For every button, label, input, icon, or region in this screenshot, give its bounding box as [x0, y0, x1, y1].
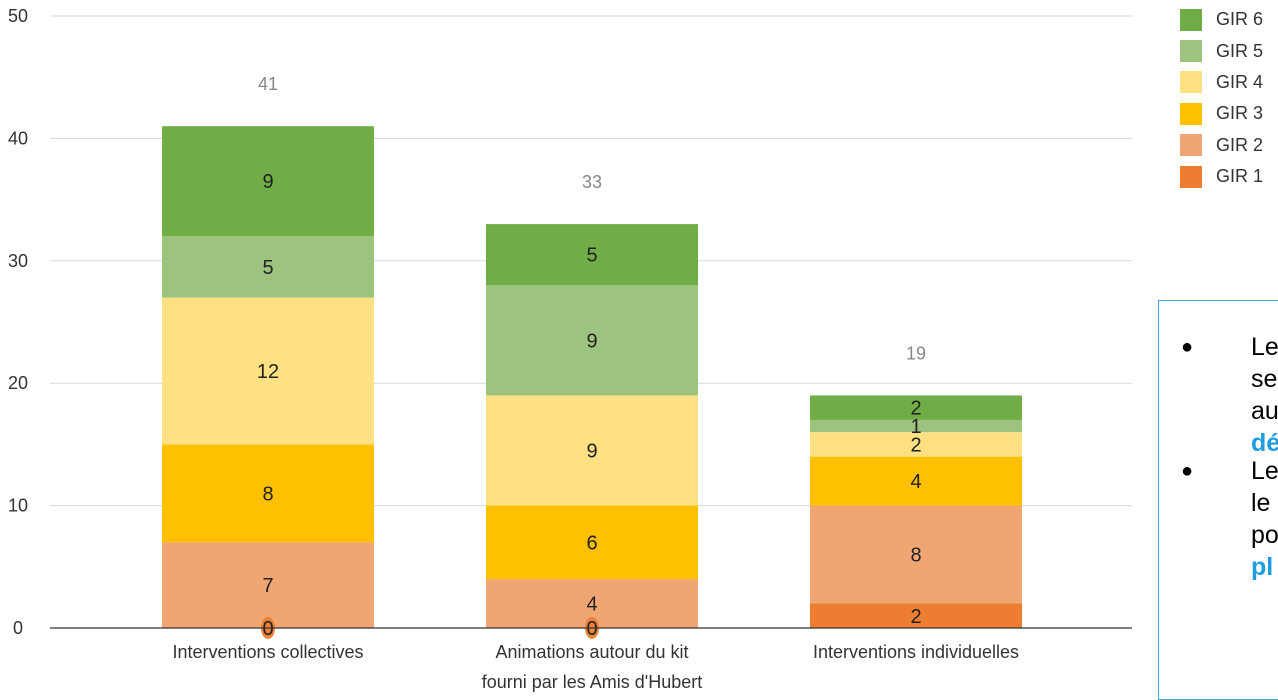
note-bullet: ●	[1181, 460, 1194, 482]
segment-label: 2	[910, 434, 921, 456]
note-line: Le	[1251, 333, 1278, 361]
legend-item: GIR 1	[1180, 161, 1278, 192]
segment-label: 4	[586, 594, 597, 616]
note-line: au	[1251, 397, 1278, 425]
segment-label: 9	[262, 171, 273, 193]
segment-label: 0	[262, 618, 273, 640]
note-line: po	[1251, 521, 1278, 549]
legend-item: GIR 6	[1180, 4, 1278, 35]
legend-label: GIR 3	[1216, 103, 1264, 124]
legend-label: GIR 6	[1216, 9, 1264, 30]
segment-label: 2	[910, 398, 921, 420]
segment-label: 9	[586, 330, 597, 352]
segment-label: 8	[910, 545, 921, 567]
segment-label: 8	[262, 483, 273, 505]
segment-label: 4	[910, 471, 921, 493]
x-tick-label: Interventions collectives	[172, 642, 363, 662]
total-label: 33	[582, 172, 602, 192]
segment-label: 6	[586, 532, 597, 554]
bars	[162, 126, 1022, 628]
total-label: 41	[258, 74, 278, 94]
segment-label: 9	[586, 441, 597, 463]
legend-label: GIR 1	[1216, 166, 1264, 187]
segment-label: 12	[257, 361, 279, 383]
note-line: Le	[1251, 457, 1278, 485]
bar-segment	[486, 505, 698, 580]
legend-swatch	[1180, 71, 1202, 94]
y-tick-label: 50	[8, 6, 28, 26]
legend-swatch	[1180, 102, 1202, 125]
bar-segment	[810, 603, 1022, 628]
bar-segment	[162, 542, 374, 628]
legend-label: GIR 4	[1216, 71, 1264, 92]
bar-segment	[810, 395, 1022, 420]
segment-label: 7	[262, 575, 273, 597]
y-tick-label: 30	[8, 251, 28, 271]
bar-segment	[810, 432, 1022, 457]
segment-label: 2	[910, 606, 921, 628]
note-line: se	[1251, 365, 1278, 393]
y-axis-ticks: 0 10 20 30 40 50	[8, 6, 28, 638]
x-tick-label: Animations autour du kit	[495, 642, 688, 662]
x-tick-label: Interventions individuelles	[813, 642, 1019, 662]
segment-label: 5	[586, 245, 597, 267]
legend-item: GIR 5	[1180, 35, 1278, 66]
bar-segment	[486, 285, 698, 396]
bar-segment	[810, 505, 1022, 604]
x-axis-labels: Interventions collectives Animations auto…	[50, 627, 1132, 692]
y-tick-label: 20	[8, 373, 28, 393]
total-label: 19	[906, 343, 926, 363]
bar-segment	[162, 297, 374, 445]
note-line-highlight: dé	[1251, 429, 1278, 457]
legend-swatch	[1180, 134, 1202, 157]
legend-label: GIR 2	[1216, 134, 1264, 155]
legend-item: GIR 2	[1180, 130, 1278, 161]
bar-segment	[486, 224, 698, 286]
note-line-highlight: pl	[1251, 553, 1274, 581]
legend-swatch	[1180, 165, 1202, 188]
segment-label: 0	[586, 618, 597, 640]
bar-segment	[162, 444, 374, 543]
legend-swatch	[1180, 40, 1202, 63]
legend-label: GIR 5	[1216, 40, 1264, 61]
legend: GIR 6 GIR 5 GIR 4 GIR 3 GIR 2 GIR 1	[1180, 4, 1278, 192]
legend-item: GIR 3	[1180, 98, 1278, 129]
bar-segment	[162, 236, 374, 298]
notes-panel: ● Le se au dé ● Le le po pl	[1158, 300, 1278, 700]
bar-segment	[162, 126, 374, 237]
segment-label: 5	[262, 257, 273, 279]
y-tick-label: 0	[13, 618, 23, 638]
y-tick-label: 40	[8, 128, 28, 148]
bar-segment	[810, 456, 1022, 506]
total-labels: 41 33 19	[258, 74, 926, 363]
note-line: le	[1251, 489, 1271, 517]
bar-segment	[810, 419, 1022, 433]
bar-segment	[486, 395, 698, 506]
legend-item: GIR 4	[1180, 67, 1278, 98]
segment-label: 1	[910, 416, 921, 438]
note-bullet: ●	[1181, 336, 1194, 358]
legend-swatch	[1180, 8, 1202, 31]
y-tick-label: 10	[8, 496, 28, 516]
x-tick-label: fourni par les Amis d'Hubert	[482, 672, 703, 692]
